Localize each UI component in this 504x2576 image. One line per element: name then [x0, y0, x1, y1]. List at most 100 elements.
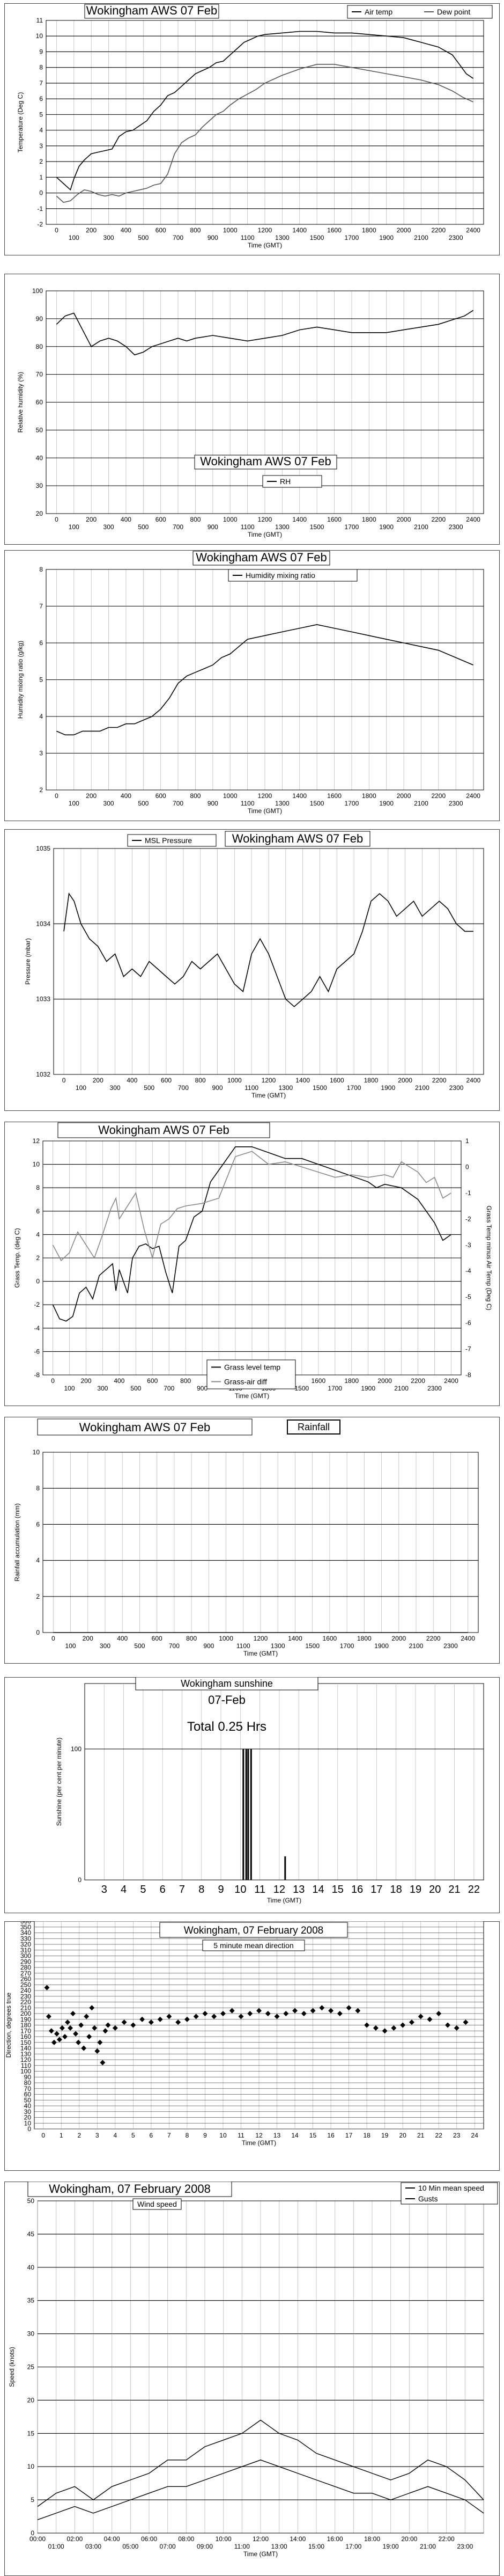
x-tick-label: 1000: [223, 792, 238, 800]
x-tick-label: 2100: [415, 1084, 429, 1092]
x-tick-label: 2400: [466, 792, 480, 800]
x-tick-label: 1500: [305, 1642, 320, 1650]
title-box: [27, 2182, 232, 2197]
plot-area: [46, 20, 484, 225]
scatter-point: [121, 2019, 127, 2025]
x-tick-label: 22: [435, 2132, 443, 2139]
x-tick-label: 400: [117, 1635, 128, 1642]
series-line-10-min-mean-speed: [37, 2460, 484, 2520]
scatter-point: [409, 2019, 414, 2025]
scatter-point: [337, 2011, 343, 2016]
x-tick-label: 7: [167, 2132, 171, 2139]
y-tick-label: 6: [36, 1208, 40, 1215]
y-tick-label: 80: [36, 343, 43, 350]
plot-frame: [84, 1683, 484, 1880]
x-tick-label: 1500: [313, 1084, 327, 1092]
y-tick-label: 90: [36, 315, 43, 323]
x-tick-label: 200: [83, 1635, 93, 1642]
legend-box: [228, 569, 358, 582]
y-tick-label: 110: [21, 2062, 31, 2069]
series-line-grass-air-diff: [52, 1151, 451, 1262]
y-tick-label: 6: [36, 1520, 40, 1528]
y-tick-label: 200: [20, 2010, 31, 2017]
y-tick-label: -2: [34, 1301, 40, 1308]
legend-label: MSL Pressure: [145, 836, 192, 845]
scatter-point: [211, 2014, 217, 2019]
y-right-tick-label: -7: [465, 1345, 471, 1353]
scatter-point: [139, 2016, 145, 2022]
title-box: [57, 1122, 270, 1138]
x-tick-label: 300: [103, 523, 114, 531]
x-tick-label: 800: [190, 792, 201, 800]
x-tick-label: 1300: [271, 1642, 285, 1650]
scatter-point: [310, 2008, 316, 2014]
y-right-tick-label: -2: [465, 1215, 471, 1223]
scatter-point: [229, 2008, 235, 2014]
y-tick-label: 1034: [36, 920, 50, 927]
x-tick-label: 100: [65, 1642, 76, 1650]
y-right-tick-label: -3: [465, 1241, 471, 1249]
x-tick-label: 500: [144, 1084, 154, 1092]
x-tick-label: 1700: [340, 1642, 354, 1650]
scatter-point: [78, 2022, 84, 2028]
y-tick-label: 5: [39, 111, 43, 118]
x-tick-label: 2400: [444, 1377, 458, 1385]
y-tick-label: -1: [37, 205, 43, 213]
x-tick-label: 900: [197, 1385, 207, 1392]
x-tick-label: 13: [293, 1884, 305, 1896]
x-tick-label: 1000: [227, 1077, 242, 1084]
y-tick-label: 20: [24, 2114, 32, 2121]
x-tick-label: 1300: [275, 234, 290, 241]
y-right-tick-label: -8: [465, 1371, 471, 1379]
x-tick-label: 1400: [292, 226, 307, 234]
x-axis-label: Time (GMT): [243, 1650, 278, 1657]
y-tick-label: 70: [24, 2085, 32, 2092]
legend-label: Humidity mixing ratio: [246, 571, 315, 580]
x-tick-label: 200: [86, 792, 97, 800]
x-tick-label: 16: [327, 2132, 335, 2139]
x-tick-label: 2000: [397, 226, 411, 234]
x-tick-label: 0: [55, 226, 58, 234]
x-tick-label: 200: [86, 226, 97, 234]
title-box: [159, 1922, 348, 1938]
x-tick-label: 08:00: [178, 2535, 194, 2543]
x-tick-label: 0: [55, 516, 58, 523]
y-axis-label: Rainfall accumulation (mm): [13, 1503, 21, 1581]
y-tick-label: 6: [39, 95, 43, 103]
x-tick-label: 2000: [391, 1635, 406, 1642]
x-tick-label: 8: [186, 2132, 189, 2139]
x-tick-label: 1600: [327, 226, 342, 234]
scatter-point: [391, 2025, 397, 2031]
x-tick-label: 1200: [258, 516, 272, 523]
x-tick-label: 13: [273, 2132, 281, 2139]
y-tick-label: 0: [39, 189, 43, 197]
chart-title: Wokingham, 07 February 2008: [184, 1925, 324, 1936]
x-tick-label: 1300: [275, 523, 290, 531]
x-axis-label: Time (GMT): [248, 241, 282, 249]
y-tick-label: 0: [27, 2125, 31, 2133]
scatter-point: [454, 2025, 459, 2031]
y-tick-label: 180: [20, 2022, 31, 2029]
y-tick-label: 240: [20, 1987, 31, 1994]
x-tick-label: 1800: [344, 1377, 359, 1385]
x-axis-label: Time (GMT): [235, 1392, 269, 1400]
scatter-point: [54, 2031, 60, 2037]
x-tick-label: 7: [179, 1884, 185, 1896]
x-tick-label: 23:00: [457, 2543, 473, 2550]
x-tick-label: 700: [173, 234, 183, 241]
x-tick-label: 1400: [295, 1077, 310, 1084]
x-axis-label: Time (GMT): [267, 1897, 301, 1904]
y-tick-label: 4: [39, 713, 43, 720]
x-tick-label: 05:00: [122, 2543, 138, 2550]
x-tick-label: 2100: [414, 523, 428, 531]
y-tick-label: 6: [39, 639, 43, 647]
x-tick-label: 2300: [449, 800, 463, 807]
grass-temp-chart: -8 -6 -4 -2 0 2 4 6 8 10 12 -8 -7 -6 -5 -4 -3 -2 -1 0 1 Grass…: [4, 1122, 500, 1406]
x-tick-label: 700: [164, 1385, 174, 1392]
x-tick-label: 700: [173, 523, 183, 531]
x-tick-label: 18: [363, 2132, 370, 2139]
x-tick-label: 600: [155, 226, 166, 234]
scatter-point: [102, 2028, 108, 2034]
series-line-humidity-mixing-ratio: [56, 624, 473, 736]
